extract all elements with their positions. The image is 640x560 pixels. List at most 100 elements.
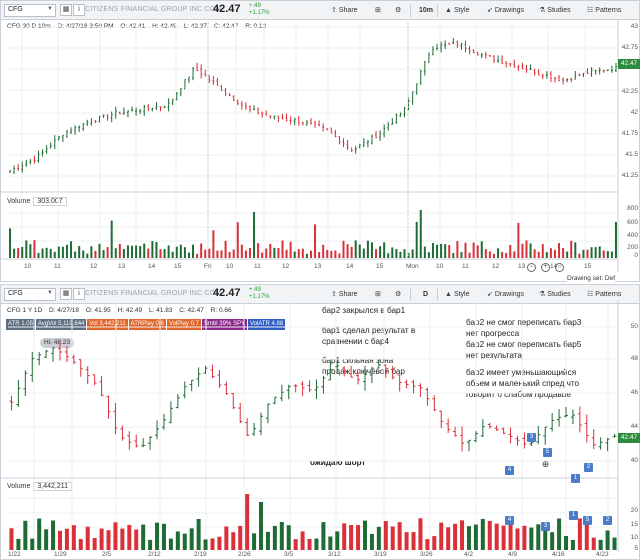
date-axis-label: 1/22 (8, 551, 21, 558)
link-icon[interactable]: ▦ (60, 288, 72, 300)
volume-bar (168, 538, 173, 550)
volume-bar (326, 249, 329, 258)
share-button[interactable]: ⇪ Share (329, 4, 360, 17)
drawing-set-select[interactable]: Drawing set: Def (567, 275, 616, 282)
volume-bar (562, 248, 565, 258)
volume-bar (228, 251, 231, 258)
chart-title: CFG 1 Y 1D (7, 307, 43, 314)
share-icon: ⇪ (331, 291, 337, 298)
date-axis-label: 3/26 (420, 551, 433, 558)
volume-bar (602, 250, 605, 258)
bar-marker: 2 (584, 463, 593, 472)
date-axis-label: 3/5 (284, 551, 294, 558)
volume-bar (598, 246, 601, 258)
volume-bar (200, 243, 203, 258)
symbol-input[interactable]: CFG ▼ (4, 4, 56, 17)
grid-button[interactable]: ⊞ (373, 4, 383, 17)
study-chip[interactable]: Vol 3,442,211 (87, 319, 128, 330)
volume-bar (419, 210, 422, 258)
study-chip[interactable]: Smbl 39% SPY (201, 319, 247, 330)
divider (410, 288, 411, 301)
zoom-in-icon[interactable]: + (541, 263, 550, 272)
volume-bar (466, 526, 471, 550)
volume-bar (342, 240, 345, 258)
intraday-chart-pane: CFG ▼ ▦ i CITIZENS FINANCIAL GROUP INC CO… (0, 0, 640, 282)
volume-bar (53, 251, 56, 258)
studies-button[interactable]: ⚗ Studies (537, 4, 573, 17)
volume-bar (453, 523, 458, 550)
style-icon: ▲ (445, 7, 452, 14)
chart-toolbar: CFG ▼ ▦ i CITIZENS FINANCIAL GROUP INC CO… (1, 285, 639, 304)
volume-bar (163, 249, 166, 258)
study-chip[interactable]: ATRPlay 0.6 (128, 319, 166, 330)
zoom-reset-icon[interactable]: ○ (555, 263, 564, 272)
time-axis-label: 11 (254, 263, 261, 270)
volume-bar (606, 251, 609, 258)
annotation-bar2-no-progress: бар2 не смог переписать бар3 нет прогрес… (466, 318, 582, 360)
volume-bar (257, 243, 260, 258)
study-chip[interactable]: ATR 1.05 (6, 319, 35, 330)
volume-bar (488, 251, 491, 258)
grid-button[interactable]: ⊞ (373, 288, 383, 301)
volume-bar (529, 243, 532, 258)
volume-bar (346, 244, 349, 258)
volume-axis-label: 200 (627, 244, 638, 251)
volume-bar (70, 241, 73, 258)
time-axis-label: 13 (518, 263, 526, 270)
volume-bar (259, 502, 264, 550)
company-name: CITIZENS FINANCIAL GROUP INC COM (85, 290, 222, 297)
style-button[interactable]: ▲ Style (443, 4, 472, 17)
patterns-button[interactable]: ☷ Patterns (585, 4, 623, 17)
volume-bar (37, 518, 42, 550)
time-axis-label: 14 (550, 263, 558, 270)
link-icon[interactable]: ▦ (60, 4, 72, 16)
volume-bar (78, 539, 83, 550)
symbol-input[interactable]: CFG ▼ (4, 288, 56, 301)
studies-bar: ATR 1.05 AvgVol 5,119,644 Vol 3,442,211 ATR… (6, 319, 286, 330)
study-chip[interactable]: AvgVol 5,119,644 (35, 319, 87, 330)
volume-bar (522, 525, 527, 550)
chevron-down-icon[interactable]: ▼ (47, 290, 53, 296)
volume-bar (594, 247, 597, 258)
drawings-button[interactable]: ➹ Drawings (485, 288, 526, 301)
volume-bar (252, 533, 257, 550)
interval-select[interactable]: D (423, 291, 429, 298)
volume-axis-label: 600 (627, 219, 638, 226)
volume-bar (21, 247, 24, 258)
studies-button[interactable]: ⚗ Studies (537, 288, 573, 301)
volume-bar (99, 528, 104, 550)
volume-bar (376, 526, 381, 550)
volume-bar (236, 222, 239, 258)
info-icon[interactable]: i (73, 4, 85, 16)
study-chip[interactable]: VolPlay 0.7 (166, 319, 201, 330)
study-chip[interactable]: VolATR 4.88 (247, 319, 286, 330)
volume-bar (584, 516, 589, 550)
volume-bar (460, 252, 463, 258)
interval-select[interactable]: 10m (419, 7, 434, 14)
patterns-button[interactable]: ☷ Patterns (585, 288, 623, 301)
volume-bar (94, 250, 97, 258)
zoom-out-icon[interactable]: − (527, 263, 536, 272)
info-icon[interactable]: i (73, 288, 85, 300)
price-axis-label: 44 (630, 423, 638, 430)
settings-button[interactable]: ⚙ (393, 4, 403, 17)
volume-bar (161, 523, 166, 550)
volume-bar (446, 527, 451, 550)
settings-button[interactable]: ⚙ (393, 288, 403, 301)
chevron-down-icon[interactable]: ▼ (47, 6, 53, 12)
volume-bar (427, 252, 430, 258)
volume-bar (543, 526, 548, 550)
volume-bar (179, 244, 182, 258)
volume-bar (391, 247, 394, 258)
share-button[interactable]: ⇪ Share (329, 288, 360, 301)
volume-bar (338, 253, 341, 258)
style-button[interactable]: ▲ Style (443, 288, 472, 301)
patterns-icon: ☷ (587, 7, 594, 14)
drawings-button[interactable]: ➹ Drawings (485, 4, 526, 17)
volume-bar (25, 240, 28, 258)
volume-bar (305, 253, 308, 258)
volume-bar (269, 243, 272, 258)
volume-bar (182, 533, 187, 550)
volume-axis-label: 800 (627, 205, 638, 212)
